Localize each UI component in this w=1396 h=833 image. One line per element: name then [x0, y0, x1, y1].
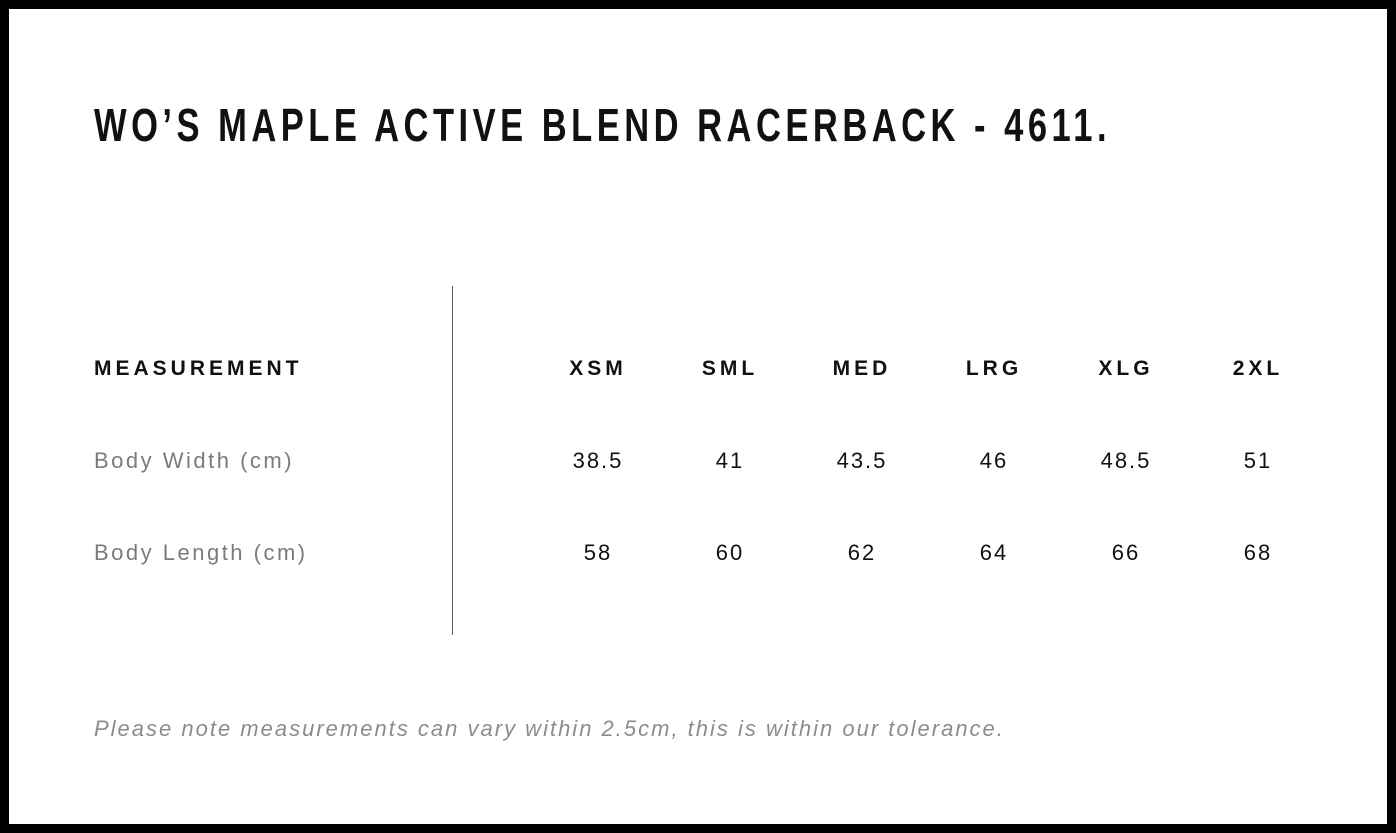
column-header-xlg: XLG: [1098, 357, 1154, 380]
table-cell-body-length-2xl: 68: [1243, 540, 1273, 565]
tolerance-note: Please note measurements can vary within…: [94, 716, 1005, 741]
column-header-med: MED: [832, 357, 892, 380]
table-cell-body-length-xlg: 66: [1111, 540, 1141, 565]
table-cell-body-length-lrg: 64: [979, 540, 1009, 565]
table-divider-line: [452, 286, 453, 635]
table-cell-body-length-sml: 60: [715, 540, 745, 565]
column-header-measurement: MEASUREMENT: [94, 357, 303, 380]
row-label-body-width: Body Width (cm): [94, 448, 295, 473]
table-cell-body-width-lrg: 46: [979, 448, 1009, 473]
size-chart-table: MEASUREMENT XSM SML MED LRG XLG 2XL Body…: [94, 323, 1324, 599]
table-cell-body-width-2xl: 51: [1243, 448, 1273, 473]
table-cell-body-width-xlg: 48.5: [1100, 448, 1152, 473]
column-header-lrg: LRG: [965, 357, 1023, 380]
row-label-body-length: Body Length (cm): [94, 540, 308, 565]
table-cell-body-width-sml: 41: [715, 448, 745, 473]
column-header-xsm: XSM: [569, 357, 627, 380]
table-cell-body-width-xsm: 38.5: [572, 448, 624, 473]
table-cell-body-length-xsm: 58: [583, 540, 613, 565]
page-title: WO’S MAPLE ACTIVE BLEND RACERBACK - 4611…: [94, 99, 1112, 151]
column-header-sml: SML: [701, 357, 759, 380]
table-cell-body-width-med: 43.5: [836, 448, 888, 473]
table-cell-body-length-med: 62: [847, 540, 877, 565]
column-header-2xl: 2XL: [1232, 357, 1284, 380]
